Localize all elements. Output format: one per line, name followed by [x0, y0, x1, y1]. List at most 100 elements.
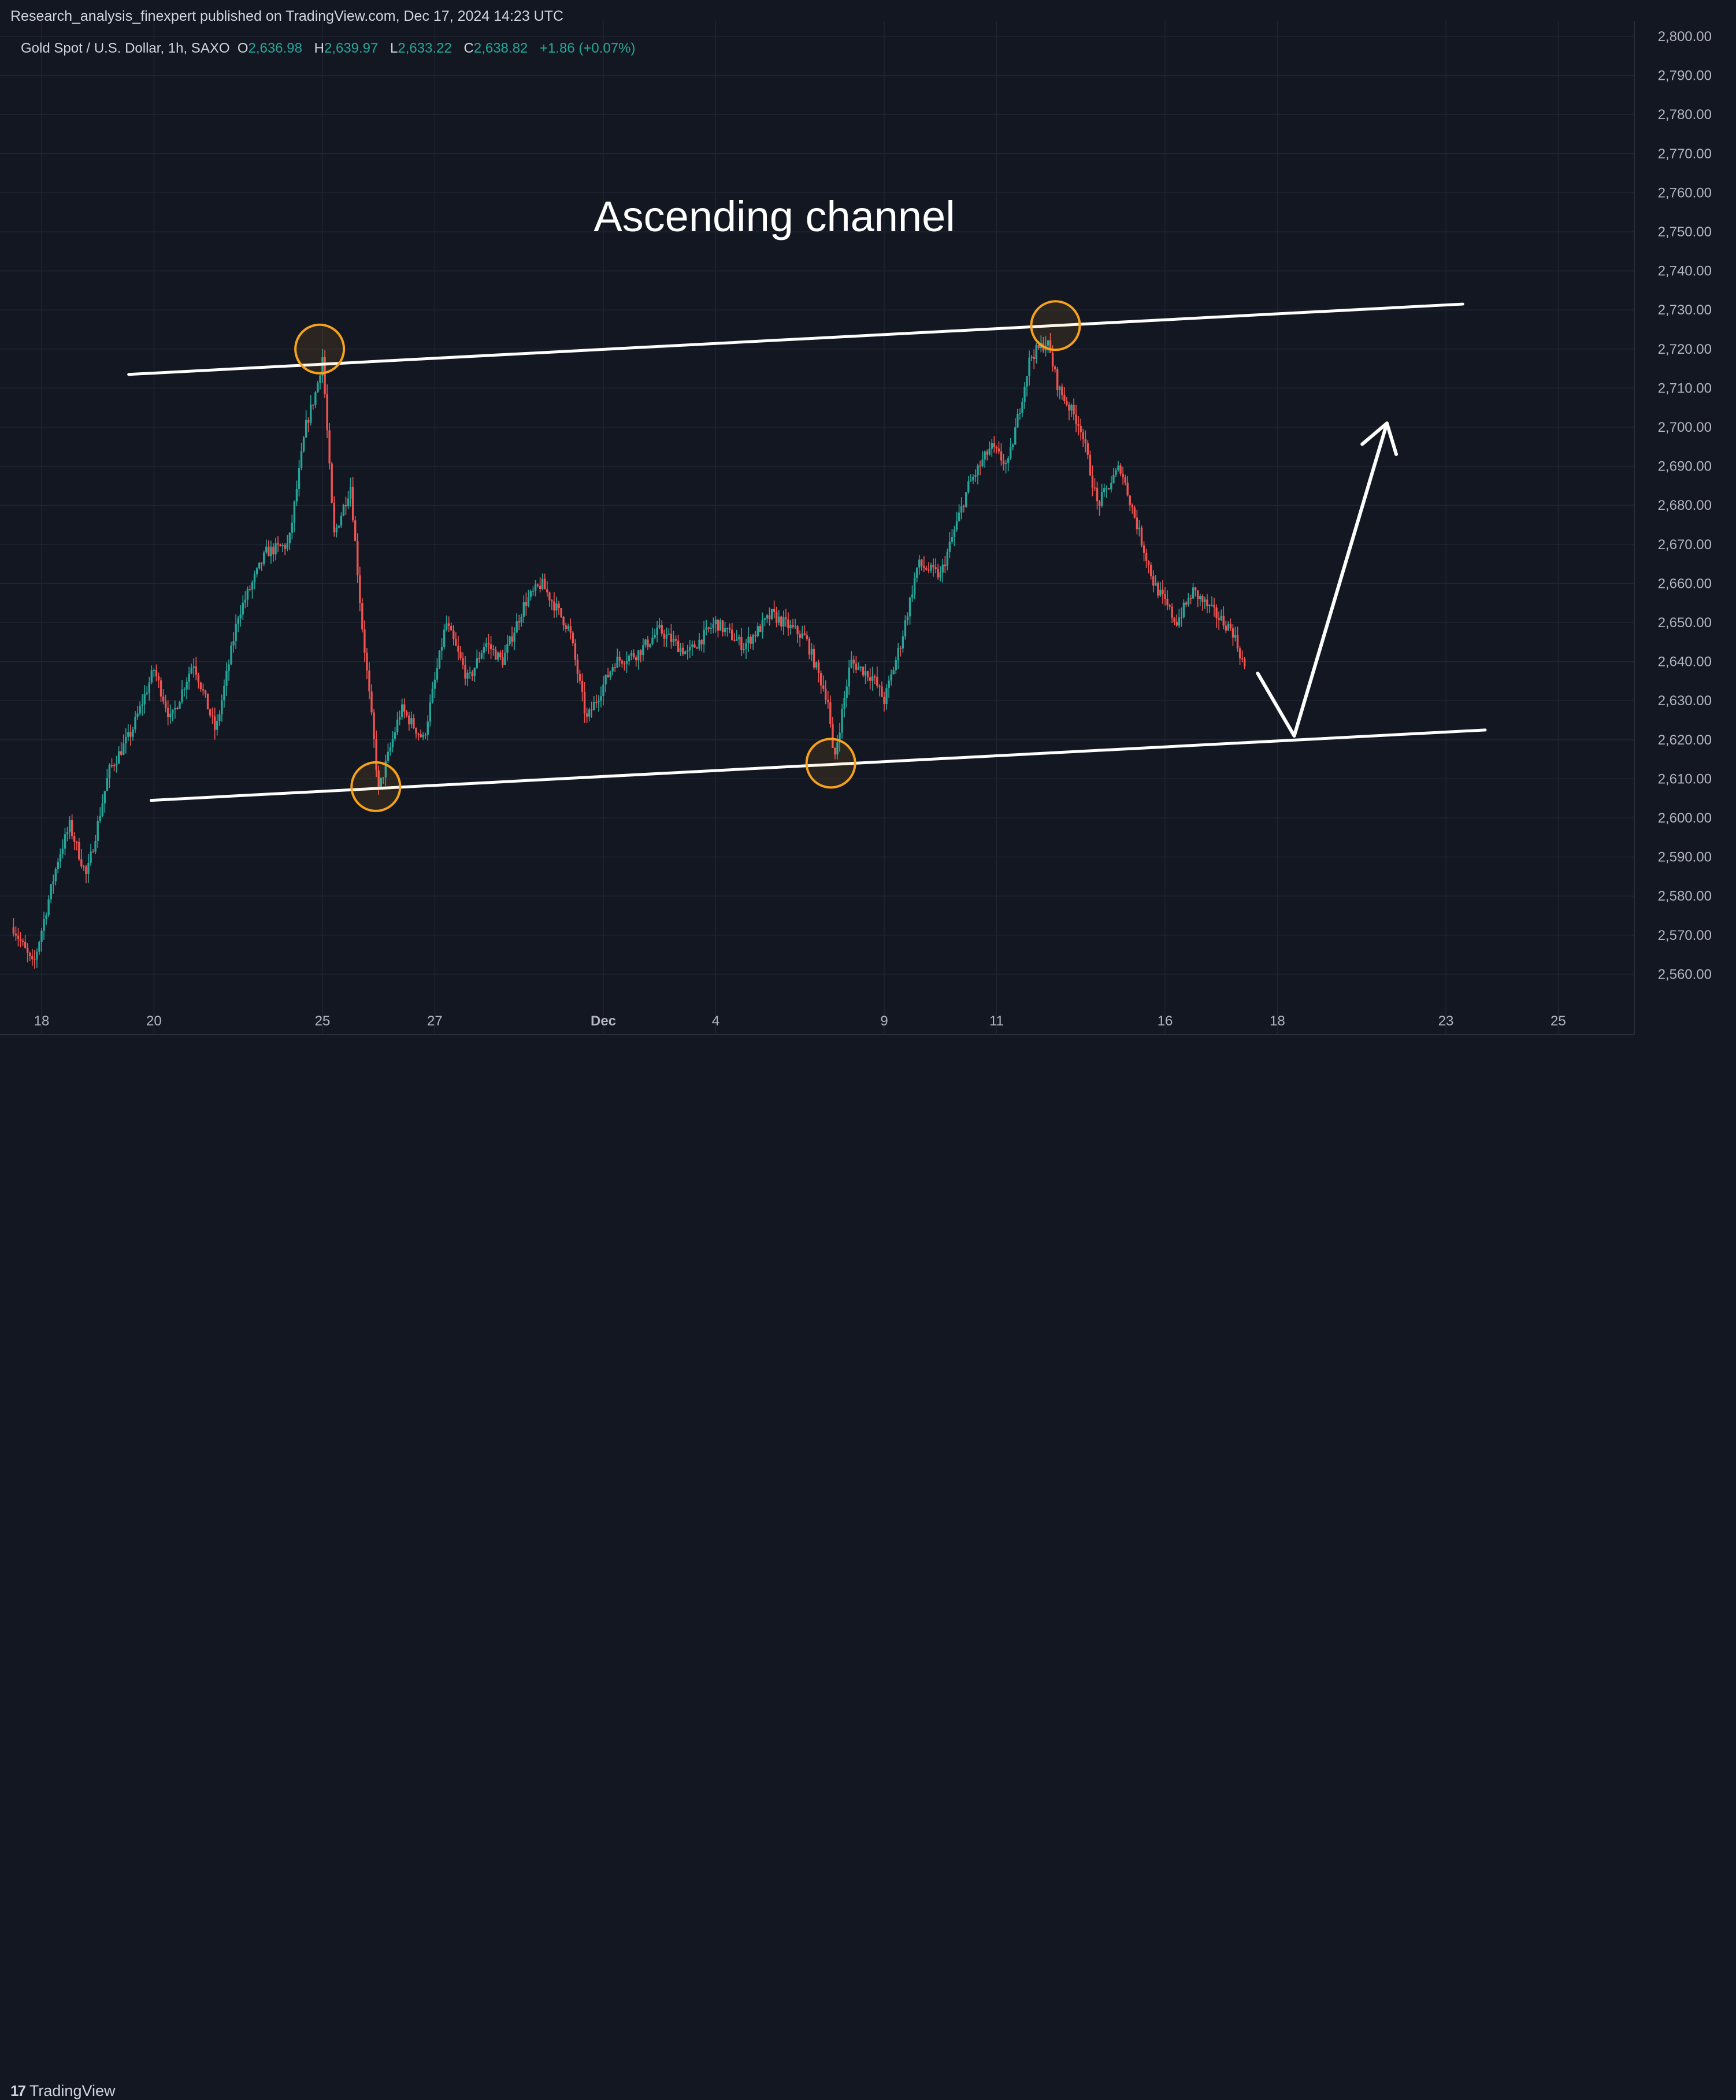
candle-body — [585, 713, 588, 717]
candle-body — [495, 649, 497, 660]
candle-body — [153, 670, 155, 671]
candle-body — [277, 543, 279, 545]
candle-body — [981, 460, 984, 466]
candle-body — [141, 704, 143, 706]
candle-body — [321, 357, 324, 376]
candle-body — [497, 652, 499, 660]
candle-body — [1173, 617, 1175, 622]
candle-body — [1000, 451, 1003, 461]
candle-body — [188, 673, 190, 682]
candle-body — [848, 667, 850, 687]
candle-body — [1222, 616, 1225, 626]
tradingview-brand[interactable]: 17 TradingView — [10, 2082, 116, 2100]
candle-body — [50, 884, 52, 900]
candle-body — [705, 627, 707, 630]
candle-body — [651, 637, 654, 644]
candle-body — [1026, 376, 1028, 387]
candle-body — [591, 709, 593, 710]
candle-body — [59, 854, 62, 862]
y-tick-label: 2,770.00 — [1658, 146, 1712, 162]
y-tick-label: 2,620.00 — [1658, 732, 1712, 748]
candle-body — [689, 646, 691, 651]
candle-body — [1157, 583, 1159, 596]
candle-body — [1206, 599, 1208, 606]
candle-body — [866, 671, 869, 677]
candle-body — [302, 437, 305, 451]
candle-body — [113, 765, 116, 766]
candle-body — [944, 564, 946, 566]
candle-body — [426, 721, 429, 735]
candle-body — [359, 575, 361, 603]
candle-body — [600, 696, 602, 701]
candle-body — [656, 627, 658, 635]
candle-body — [1068, 405, 1070, 411]
candle-body — [632, 653, 635, 658]
y-tick-label: 2,720.00 — [1658, 342, 1712, 357]
candle-body — [609, 671, 611, 677]
candle-body — [202, 689, 205, 691]
candle-body — [822, 685, 825, 689]
y-tick-label: 2,710.00 — [1658, 380, 1712, 396]
candle-body — [754, 635, 756, 636]
candle-body — [766, 615, 769, 618]
candle-body — [607, 675, 609, 677]
candle-body — [719, 620, 722, 631]
candle-body — [328, 430, 331, 464]
candle-body — [319, 375, 321, 383]
candle-body — [261, 562, 263, 564]
candle-body — [832, 724, 834, 748]
candle-body — [1063, 395, 1066, 402]
candle-body — [150, 670, 153, 683]
candle-body — [464, 665, 466, 679]
candle-body — [883, 697, 885, 705]
candle-body — [565, 625, 567, 629]
candle-body — [635, 657, 637, 661]
candle-body — [1017, 413, 1019, 428]
candle-body — [1244, 658, 1246, 666]
candle-body — [598, 701, 600, 702]
candle-body — [228, 664, 230, 671]
candle-body — [1100, 492, 1103, 506]
y-tick-label: 2,660.00 — [1658, 576, 1712, 591]
candle-body — [157, 676, 160, 680]
touch-point-marker — [1030, 300, 1081, 351]
low-label: L — [390, 40, 398, 56]
candle-body — [1192, 587, 1195, 599]
low-value: 2,633.22 — [398, 40, 452, 56]
candle-body — [275, 543, 277, 555]
candle-body — [834, 747, 836, 755]
candle-body — [159, 680, 162, 697]
candle-body — [855, 663, 858, 670]
candle-body — [61, 849, 64, 854]
candle-body — [934, 567, 937, 569]
candle-body — [1019, 413, 1021, 414]
candle-body — [162, 696, 165, 702]
candle-body — [440, 647, 443, 651]
candle-body — [246, 589, 249, 600]
candle-body — [314, 392, 317, 405]
candle-body — [574, 643, 577, 660]
candle-body — [422, 735, 424, 738]
grid-lines — [0, 21, 1634, 1035]
candle-body — [1030, 357, 1033, 358]
candle-body — [54, 869, 57, 882]
candle-body — [819, 673, 822, 686]
candle-body — [293, 501, 296, 523]
candle-body — [211, 715, 214, 717]
candle-body — [1189, 598, 1192, 599]
candle-body — [1103, 488, 1106, 492]
candle-body — [101, 803, 103, 816]
candle-body — [518, 621, 520, 623]
symbol-name: Gold Spot / U.S. Dollar, 1h, SAXO — [21, 40, 230, 56]
candle-body — [396, 719, 399, 732]
channel-lower-line — [150, 728, 1487, 802]
candle-body — [654, 635, 656, 638]
candle-body — [682, 647, 684, 654]
price-chart[interactable]: Ascending channel 2,800.00 2,790.00 2,780.… — [0, 0, 1736, 1076]
candle-body — [335, 527, 337, 532]
candle-body — [611, 667, 614, 672]
candle-body — [1033, 357, 1035, 360]
candle-body — [1089, 454, 1092, 476]
candle-body — [110, 765, 113, 766]
candle-body — [85, 866, 87, 874]
